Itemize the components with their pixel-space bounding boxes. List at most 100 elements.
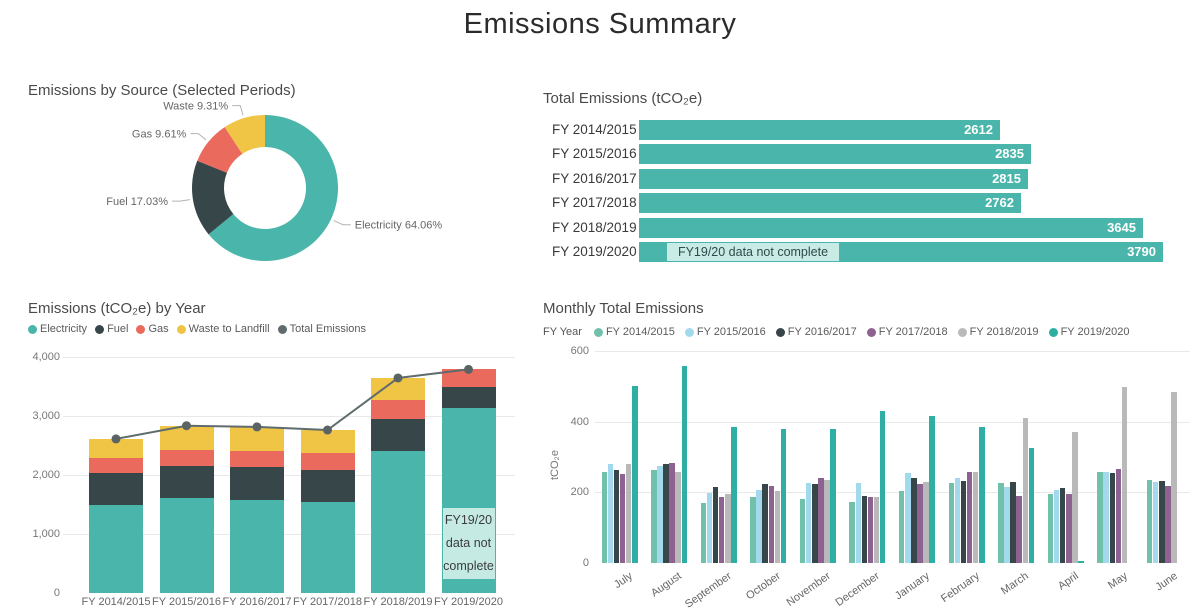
stacked-segment-electricity[interactable]: [300, 502, 355, 593]
monthly-bar-fy-2017-2018-november[interactable]: [818, 478, 824, 563]
donut-slice-fuel[interactable]: [192, 160, 234, 235]
monthly-bar-fy-2018-2019-october[interactable]: [774, 491, 781, 563]
stacked-segment-fuel[interactable]: [159, 465, 214, 498]
monthly-bar-fy-2019-2020-april[interactable]: [1078, 561, 1084, 563]
stacked-segment-waste-to-landfill[interactable]: [89, 438, 143, 459]
monthly-bar-fy-2018-2019-february[interactable]: [972, 472, 979, 563]
monthly-bar-fy-2015-2016-december[interactable]: [855, 483, 861, 563]
monthly-bar-fy-2018-2019-november[interactable]: [824, 480, 830, 563]
stacked-segment-fuel[interactable]: [89, 473, 143, 506]
legend-item-waste-to-landfill[interactable]: Waste to Landfill: [176, 323, 270, 335]
monthly-bar-fy-2015-2016-march[interactable]: [1004, 487, 1010, 563]
stacked-segment-electricity[interactable]: [230, 500, 284, 593]
stacked-segment-fuel[interactable]: [300, 470, 355, 503]
legend-item-fy-2017-2018[interactable]: FY 2017/2018: [866, 326, 948, 338]
donut-slice-waste[interactable]: [224, 115, 265, 154]
monthly-bar-fy-2017-2018-july[interactable]: [619, 474, 626, 563]
stacked-segment-gas[interactable]: [441, 369, 496, 388]
hbar-fy-2016-2017[interactable]: 2815: [639, 168, 1028, 189]
monthly-bar-fy-2019-2020-september[interactable]: [731, 426, 737, 563]
monthly-bar-fy-2014-2015-january[interactable]: [898, 491, 905, 563]
monthly-bar-fy-2016-2017-september[interactable]: [712, 487, 719, 563]
monthly-bar-fy-2017-2018-april[interactable]: [1066, 494, 1072, 563]
monthly-bar-fy-2014-2015-december[interactable]: [849, 501, 855, 563]
stacked-segment-gas[interactable]: [230, 450, 284, 468]
monthly-bar-fy-2016-2017-may[interactable]: [1109, 473, 1115, 563]
monthly-bar-fy-2015-2016-january[interactable]: [905, 473, 911, 563]
monthly-bar-fy-2019-2020-august[interactable]: [681, 366, 688, 563]
hbar-fy-2017-2018[interactable]: 2762: [639, 193, 1021, 214]
monthly-bar-fy-2019-2020-july[interactable]: [632, 386, 638, 563]
monthly-bar-fy-2018-2019-june[interactable]: [1171, 391, 1177, 563]
monthly-bar-fy-2018-2019-march[interactable]: [1022, 418, 1029, 563]
stacked-segment-waste-to-landfill[interactable]: [230, 426, 284, 451]
monthly-bar-fy-2017-2018-march[interactable]: [1016, 496, 1022, 563]
monthly-bar-fy-2015-2016-may[interactable]: [1103, 472, 1109, 563]
monthly-bar-fy-2015-2016-october[interactable]: [756, 490, 762, 563]
stacked-segment-fuel[interactable]: [371, 418, 425, 451]
monthly-bar-fy-2019-2020-december[interactable]: [879, 410, 886, 563]
monthly-bar-fy-2015-2016-june[interactable]: [1152, 482, 1159, 563]
monthly-bar-fy-2015-2016-april[interactable]: [1053, 490, 1060, 563]
monthly-bar-fy-2016-2017-january[interactable]: [911, 478, 917, 563]
stacked-segment-electricity[interactable]: [89, 505, 143, 593]
monthly-bar-fy-2016-2017-october[interactable]: [762, 484, 768, 563]
monthly-bar-fy-2017-2018-may[interactable]: [1115, 469, 1122, 563]
monthly-bar-fy-2014-2015-march[interactable]: [998, 483, 1004, 563]
legend-item-fy-2016-2017[interactable]: FY 2016/2017: [775, 326, 857, 338]
stacked-segment-waste-to-landfill[interactable]: [371, 377, 425, 401]
monthly-bar-fy-2018-2019-september[interactable]: [725, 494, 731, 563]
monthly-bar-fy-2018-2019-july[interactable]: [625, 464, 632, 563]
legend-item-fuel[interactable]: Fuel: [95, 323, 128, 335]
stacked-segment-gas[interactable]: [371, 400, 425, 419]
monthly-bar-fy-2015-2016-september[interactable]: [706, 493, 713, 563]
donut-slice-gas[interactable]: [197, 127, 243, 173]
monthly-bar-fy-2017-2018-october[interactable]: [768, 486, 775, 563]
monthly-bar-fy-2015-2016-july[interactable]: [607, 464, 614, 563]
legend-item-electricity[interactable]: Electricity: [28, 323, 87, 335]
monthly-bar-fy-2015-2016-february[interactable]: [954, 478, 961, 563]
monthly-bar-fy-2014-2015-october[interactable]: [750, 496, 756, 563]
monthly-bar-fy-2018-2019-may[interactable]: [1121, 387, 1128, 563]
donut-slice-electricity[interactable]: [208, 115, 339, 261]
stacked-segment-gas[interactable]: [300, 452, 355, 471]
monthly-bar-fy-2016-2017-june[interactable]: [1159, 481, 1165, 563]
monthly-bar-fy-2015-2016-august[interactable]: [657, 466, 663, 563]
monthly-bar-fy-2017-2018-september[interactable]: [718, 496, 725, 563]
stacked-segment-electricity[interactable]: [159, 498, 214, 593]
monthly-bar-fy-2018-2019-august[interactable]: [675, 472, 681, 563]
monthly-bar-fy-2019-2020-november[interactable]: [830, 428, 836, 563]
monthly-bar-fy-2014-2015-august[interactable]: [651, 470, 657, 563]
legend-item-fy-2015-2016[interactable]: FY 2015/2016: [684, 326, 766, 338]
legend-item-gas[interactable]: Gas: [136, 323, 169, 335]
legend-item-fy-2019-2020[interactable]: FY 2019/2020: [1048, 326, 1129, 338]
monthly-bar-fy-2016-2017-december[interactable]: [861, 495, 868, 563]
monthly-bar-fy-2019-2020-february[interactable]: [979, 426, 985, 563]
stacked-segment-gas[interactable]: [89, 458, 143, 474]
monthly-bar-fy-2016-2017-july[interactable]: [613, 470, 620, 563]
stacked-segment-waste-to-landfill[interactable]: [300, 430, 355, 453]
monthly-bar-fy-2017-2018-august[interactable]: [669, 463, 675, 563]
monthly-bar-fy-2016-2017-november[interactable]: [812, 484, 818, 563]
monthly-bar-fy-2014-2015-november[interactable]: [799, 499, 806, 563]
monthly-bar-fy-2017-2018-february[interactable]: [966, 472, 973, 563]
monthly-bar-fy-2017-2018-june[interactable]: [1165, 486, 1171, 563]
monthly-bar-fy-2019-2020-january[interactable]: [929, 415, 935, 563]
monthly-bar-fy-2016-2017-february[interactable]: [960, 481, 967, 563]
monthly-bar-fy-2018-2019-april[interactable]: [1072, 431, 1078, 563]
monthly-bar-fy-2019-2020-october[interactable]: [780, 428, 787, 563]
legend-item-total-emissions[interactable]: Total Emissions: [277, 323, 366, 335]
hbar-fy-2018-2019[interactable]: 3645: [639, 217, 1143, 238]
legend-item-fy-2014-2015[interactable]: FY 2014/2015: [593, 326, 675, 338]
hbar-fy-2019-2020[interactable]: 3790 FY19/20 data not complete: [639, 242, 1163, 262]
monthly-bar-fy-2016-2017-august[interactable]: [663, 464, 669, 563]
stacked-segment-fuel[interactable]: [441, 387, 496, 409]
stacked-segment-gas[interactable]: [159, 449, 214, 466]
monthly-bar-fy-2017-2018-january[interactable]: [917, 484, 923, 563]
monthly-bar-fy-2018-2019-december[interactable]: [873, 497, 880, 563]
monthly-bar-fy-2018-2019-january[interactable]: [923, 482, 929, 563]
stacked-segment-fuel[interactable]: [230, 467, 284, 501]
monthly-bar-fy-2014-2015-june[interactable]: [1146, 480, 1153, 563]
monthly-bar-fy-2017-2018-december[interactable]: [867, 496, 874, 563]
hbar-fy-2014-2015[interactable]: 2612: [639, 120, 1000, 140]
